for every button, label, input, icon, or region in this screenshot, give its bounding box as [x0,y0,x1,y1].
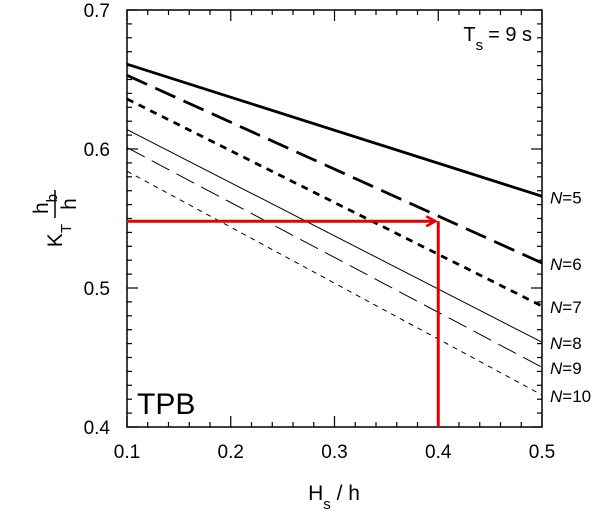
y-axis-numerator: hb [30,194,61,214]
series-label: N=6 [550,255,582,274]
series-label: N=5 [550,188,582,207]
y-tick-label: 0.6 [84,140,110,161]
series-label: N=7 [550,298,582,317]
series-line-N-9 [126,147,543,368]
y-axis-prefix: KT [44,224,75,247]
x-tick-label: 0.2 [218,442,244,463]
series-label: N=9 [550,359,582,378]
y-tick-label: 0.5 [84,279,110,300]
series-line-N-10 [126,170,543,396]
series-labels: N=5 N=6 N=7 N=8 N=9 N=10 [550,188,591,406]
x-tick-label: 0.5 [529,442,555,463]
y-tick-label: 0.7 [84,1,110,22]
y-tick-labels: 0.4 0.5 0.6 0.7 [84,1,111,439]
series-lines [126,62,543,396]
series-label: N=10 [550,387,591,406]
series-label: N=8 [550,334,582,353]
annotation [127,221,440,427]
plot-frame [126,9,543,428]
x-tick-label: 0.3 [321,442,347,463]
major-ticks [126,9,543,428]
x-tick-label: 0.4 [425,442,452,463]
x-tick-labels: 0.1 0.2 0.3 0.4 0.5 [114,442,555,463]
minor-ticks [127,10,542,427]
x-tick-label: 0.1 [114,442,140,463]
y-axis-title: KT hb h [30,190,81,247]
parameter-label: Ts = 9 s [463,24,532,54]
x-axis-title: Hs / h [308,482,360,513]
y-tick-label: 0.4 [84,418,111,439]
series-line-N-8 [126,129,543,343]
series-line-N-6 [126,74,543,265]
y-axis-denominator: h [58,198,81,210]
series-line-N-5 [126,62,543,198]
panel-label: TPB [137,388,195,421]
